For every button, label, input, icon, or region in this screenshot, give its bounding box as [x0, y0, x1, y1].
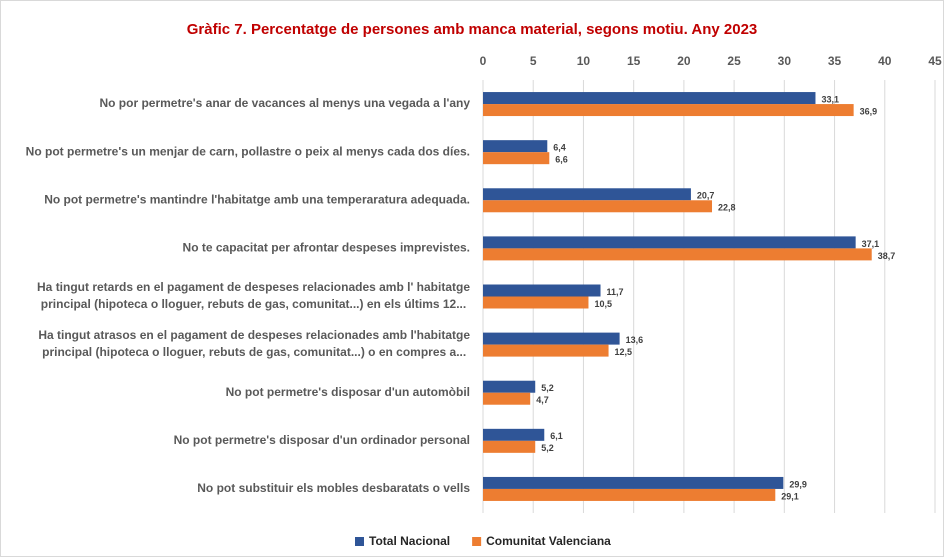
data-label: 36,9: [860, 106, 878, 116]
y-tick-label: No te capacitat per afrontar despeses im…: [183, 241, 470, 255]
bar: [483, 428, 545, 441]
x-tick-label: 5: [530, 54, 537, 68]
data-label: 29,1: [781, 491, 799, 501]
chart-title: Gràfic 7. Percentatge de persones amb ma…: [187, 21, 758, 38]
x-tick-label: 20: [677, 54, 691, 68]
bar: [483, 188, 691, 201]
y-tick-label: Ha tingut atrasos en el pagament de desp…: [38, 328, 470, 359]
bar: [483, 476, 784, 489]
data-label: 20,7: [697, 191, 715, 201]
data-label: 6,6: [555, 155, 568, 165]
legend-label: Total Nacional: [369, 534, 450, 548]
bar: [483, 392, 531, 405]
data-label: 11,7: [607, 287, 624, 297]
bar: [483, 332, 620, 345]
y-tick-label: No pot substituir els mobles desbaratats…: [197, 481, 470, 495]
bar: [483, 344, 609, 357]
x-tick-label: 40: [878, 54, 892, 68]
data-label: 6,4: [553, 143, 566, 153]
data-label: 29,9: [789, 479, 807, 489]
legend-swatch: [472, 537, 482, 546]
data-label: 6,1: [550, 431, 563, 441]
x-tick-label: 45: [928, 54, 942, 68]
bar: [483, 380, 536, 393]
bar: [483, 200, 713, 213]
bar: [483, 236, 856, 249]
bar: [483, 248, 872, 261]
y-tick-label: No pot permetre's disposar d'un automòbi…: [226, 385, 470, 399]
bar: [483, 440, 536, 453]
y-tick-label: No por permetre's anar de vacances al me…: [99, 96, 470, 110]
x-tick-label: 30: [778, 54, 792, 68]
bar: [483, 140, 548, 153]
data-label: 37,1: [862, 239, 880, 249]
y-tick-label: No pot permetre's disposar d'un ordinado…: [174, 433, 470, 447]
x-tick-label: 25: [727, 54, 741, 68]
legend-swatch: [355, 537, 364, 546]
data-label: 12,5: [615, 347, 633, 357]
bar: [483, 296, 589, 309]
data-label: 5,2: [541, 383, 554, 393]
data-label: 13,6: [626, 335, 644, 345]
data-label: 4,7: [536, 395, 549, 405]
bar: [483, 92, 816, 105]
y-tick-label: No pot permetre's mantindre l'habitatge …: [44, 192, 470, 206]
data-label: 33,1: [821, 94, 839, 104]
data-label: 10,5: [594, 299, 612, 309]
legend-label: Comunitat Valenciana: [486, 534, 611, 548]
x-tick-label: 15: [627, 54, 641, 68]
x-tick-label: 0: [480, 54, 487, 68]
bar: [483, 152, 550, 165]
x-tick-label: 35: [828, 54, 842, 68]
data-label: 5,2: [541, 443, 554, 453]
y-tick-label: Ha tingut retards en el pagament de desp…: [37, 280, 470, 311]
data-label: 22,8: [718, 203, 736, 213]
x-tick-label: 10: [577, 54, 591, 68]
bar: [483, 104, 854, 117]
bar: [483, 284, 601, 297]
bar: [483, 488, 776, 501]
data-label: 38,7: [878, 251, 896, 261]
y-tick-label: No pot permetre's un menjar de carn, pol…: [26, 144, 470, 158]
